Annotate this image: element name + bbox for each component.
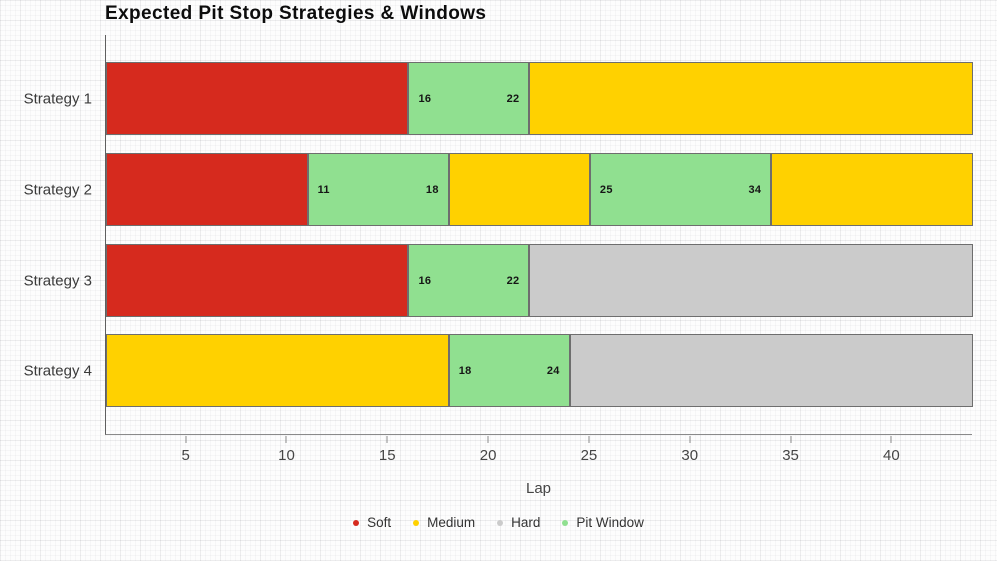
legend-dot-soft [353, 519, 360, 526]
x-tick-label: 25 [580, 447, 598, 464]
legend-item-pit-window: Pit Window [562, 515, 644, 530]
x-tick-label: 40 [883, 447, 900, 464]
legend-label: Hard [511, 515, 541, 530]
y-axis-label-strategy-4: Strategy 4 [23, 362, 92, 379]
bar-row-strategy-4: 18 24 [106, 334, 973, 407]
x-tick-mark [790, 436, 792, 443]
x-tick-mark [689, 436, 691, 443]
bar-segment-hard [569, 334, 973, 407]
y-axis-label-strategy-3: Strategy 3 [23, 272, 92, 289]
x-tick-label: 10 [278, 447, 295, 464]
x-axis-title: Lap [525, 480, 552, 497]
x-tick-label: 5 [181, 447, 190, 464]
pit-window-end-label: 22 [506, 92, 520, 105]
bar-segment-soft [106, 153, 308, 226]
pit-window-start-label: 18 [458, 364, 472, 377]
y-axis-label-strategy-1: Strategy 1 [23, 90, 92, 107]
bar-row-strategy-2: 11 18 25 34 [106, 153, 973, 226]
x-tick-mark [588, 436, 590, 443]
x-tick-mark [890, 436, 892, 443]
pit-window-start-label: 16 [418, 274, 432, 287]
plot-area: 16 22 11 18 25 34 16 22 18 24 [105, 35, 973, 435]
legend-label: Medium [427, 515, 476, 530]
pit-window-end-label: 34 [748, 183, 762, 196]
bar-segment-pit-window: 18 24 [448, 334, 570, 407]
x-tick-mark [386, 436, 388, 443]
bar-segment-pit-window: 16 22 [408, 244, 530, 317]
bar-segment-soft [106, 62, 409, 135]
bar-segment-medium [448, 153, 590, 226]
legend-label: Pit Window [576, 515, 644, 530]
x-tick-label: 20 [479, 447, 497, 464]
bar-segment-hard [529, 244, 973, 317]
chart-title: Expected Pit Stop Strategies & Windows [105, 3, 487, 24]
x-tick-label: 35 [782, 447, 799, 464]
legend-dot-hard [497, 519, 504, 526]
legend-label: Soft [367, 515, 392, 530]
pit-window-start-label: 11 [317, 183, 330, 196]
legend-item-medium: Medium [413, 515, 475, 530]
pit-window-end-label: 24 [546, 364, 560, 377]
bar-segment-medium [771, 153, 973, 226]
x-tick-mark [285, 436, 287, 443]
bar-segment-medium [529, 62, 973, 135]
bar-segment-pit-window: 25 34 [589, 153, 772, 226]
legend-dot-pit-window [562, 519, 569, 526]
legend-item-hard: Hard [497, 515, 540, 530]
bar-segment-medium [106, 334, 449, 407]
y-axis-label-strategy-2: Strategy 2 [23, 181, 92, 198]
pit-window-end-label: 18 [425, 183, 439, 196]
pit-window-end-label: 22 [506, 274, 520, 287]
x-tick-label: 15 [378, 447, 396, 464]
pit-window-start-label: 16 [418, 92, 432, 105]
bar-segment-pit-window: 16 22 [408, 62, 530, 135]
x-tick-mark [185, 436, 187, 443]
x-tick-label: 30 [681, 447, 699, 464]
bar-segment-soft [106, 244, 409, 317]
bar-row-strategy-3: 16 22 [106, 244, 973, 317]
legend-item-soft: Soft [353, 515, 391, 530]
bar-segment-pit-window: 11 18 [307, 153, 449, 226]
chart-legend: Soft Medium Hard Pit Window [0, 515, 997, 530]
x-tick-mark [487, 436, 489, 443]
pit-window-start-label: 25 [599, 183, 613, 196]
legend-dot-medium [413, 519, 420, 526]
bar-row-strategy-1: 16 22 [106, 62, 973, 135]
